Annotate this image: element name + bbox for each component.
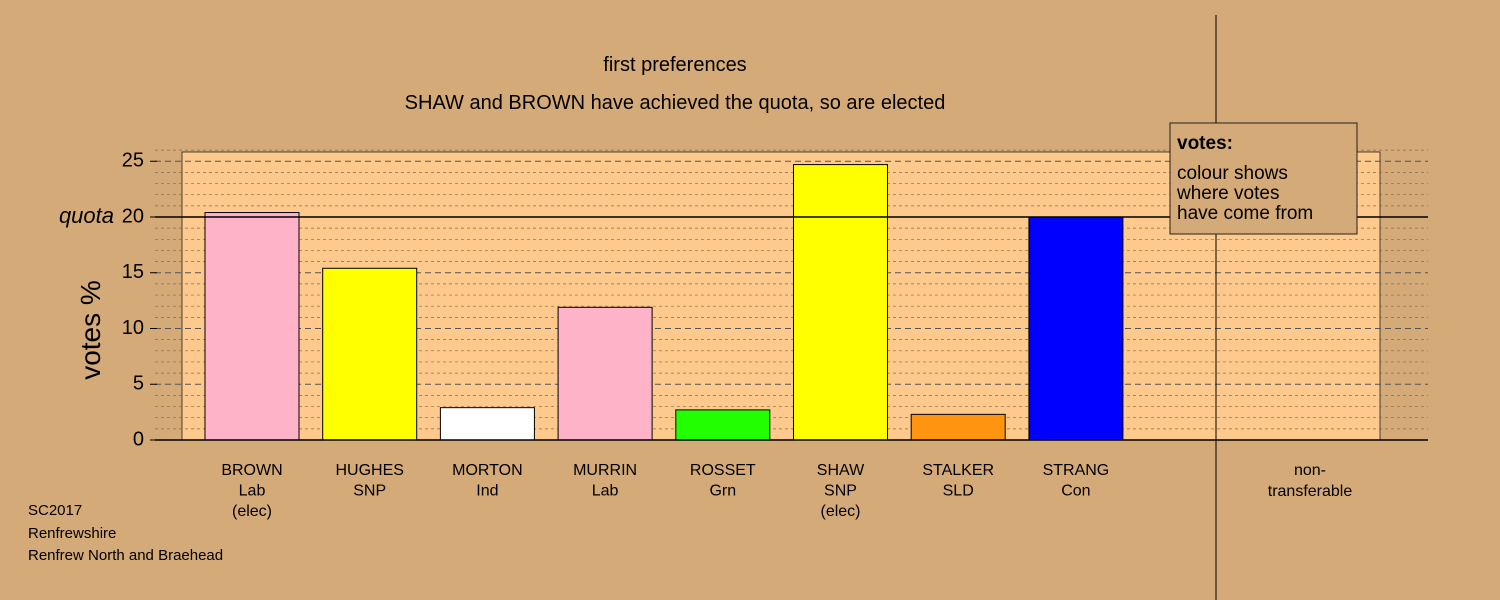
x-label-hughes-0: HUGHES [335, 462, 403, 479]
y-tick-label: 5 [133, 373, 144, 395]
legend-line-3: have come from [1177, 203, 1313, 224]
x-label-morton-0: MORTON [452, 462, 523, 479]
y-tick-label: 25 [122, 150, 144, 172]
x-label-brown-1: Lab [239, 483, 266, 500]
footer-line-1: SC2017 [28, 502, 82, 519]
nontransferable-label-line2: transferable [1268, 483, 1353, 500]
footer-line-3: Renfrew North and Braehead [28, 547, 223, 564]
y-tick-label: 0 [133, 428, 144, 450]
x-label-stalker-1: SLD [943, 483, 974, 500]
bars [204, 164, 1124, 441]
chart-title: first preferences [603, 54, 746, 76]
x-label-rosset-0: ROSSET [690, 462, 756, 479]
y-axis-label: votes % [75, 280, 106, 380]
bar-hughes [322, 267, 418, 441]
x-label-murrin-0: MURRIN [573, 462, 637, 479]
x-label-shaw-2: (elec) [820, 503, 860, 520]
bar-murrin [557, 306, 653, 441]
y-tick-label: 15 [122, 261, 144, 283]
bar-stalker [910, 413, 1006, 441]
legend: votes: colour shows where votes have com… [1169, 122, 1358, 235]
legend-title: votes: [1177, 133, 1233, 154]
bar-rosset [675, 409, 771, 441]
x-label-rosset-1: Grn [709, 483, 736, 500]
x-label-shaw-0: SHAW [817, 462, 865, 479]
x-label-stalker-0: STALKER [922, 462, 994, 479]
legend-line-1: colour shows [1177, 163, 1288, 184]
x-label-shaw-1: SNP [824, 483, 857, 500]
bar-strang [1028, 216, 1124, 441]
bar-shaw [793, 164, 888, 441]
x-label-brown-2: (elec) [232, 503, 272, 520]
y-tick-label: 20 [122, 205, 144, 227]
x-label-murrin-1: Lab [592, 483, 619, 500]
y-axis: 0 5 10 15 20 25 [122, 150, 157, 450]
x-label-strang-1: Con [1061, 483, 1090, 500]
legend-box [1169, 122, 1358, 235]
x-label-hughes-1: SNP [353, 483, 386, 500]
x-axis-labels: BROWN Lab (elec) HUGHES SNP MORTON Ind MURRIN La… [221, 462, 1109, 520]
quota-label: quota [59, 203, 114, 228]
y-tick-label: 10 [122, 317, 144, 339]
bar-brown [204, 212, 300, 441]
x-label-morton-1: Ind [476, 483, 498, 500]
footer-line-2: Renfrewshire [28, 525, 116, 542]
x-label-strang-0: STRANG [1043, 462, 1110, 479]
legend-line-2: where votes [1176, 183, 1279, 204]
bar-morton [439, 407, 535, 441]
x-label-brown-0: BROWN [221, 462, 282, 479]
nontransferable-label-line1: non- [1294, 462, 1326, 479]
chart-subtitle: SHAW and BROWN have achieved the quota, … [405, 92, 946, 114]
